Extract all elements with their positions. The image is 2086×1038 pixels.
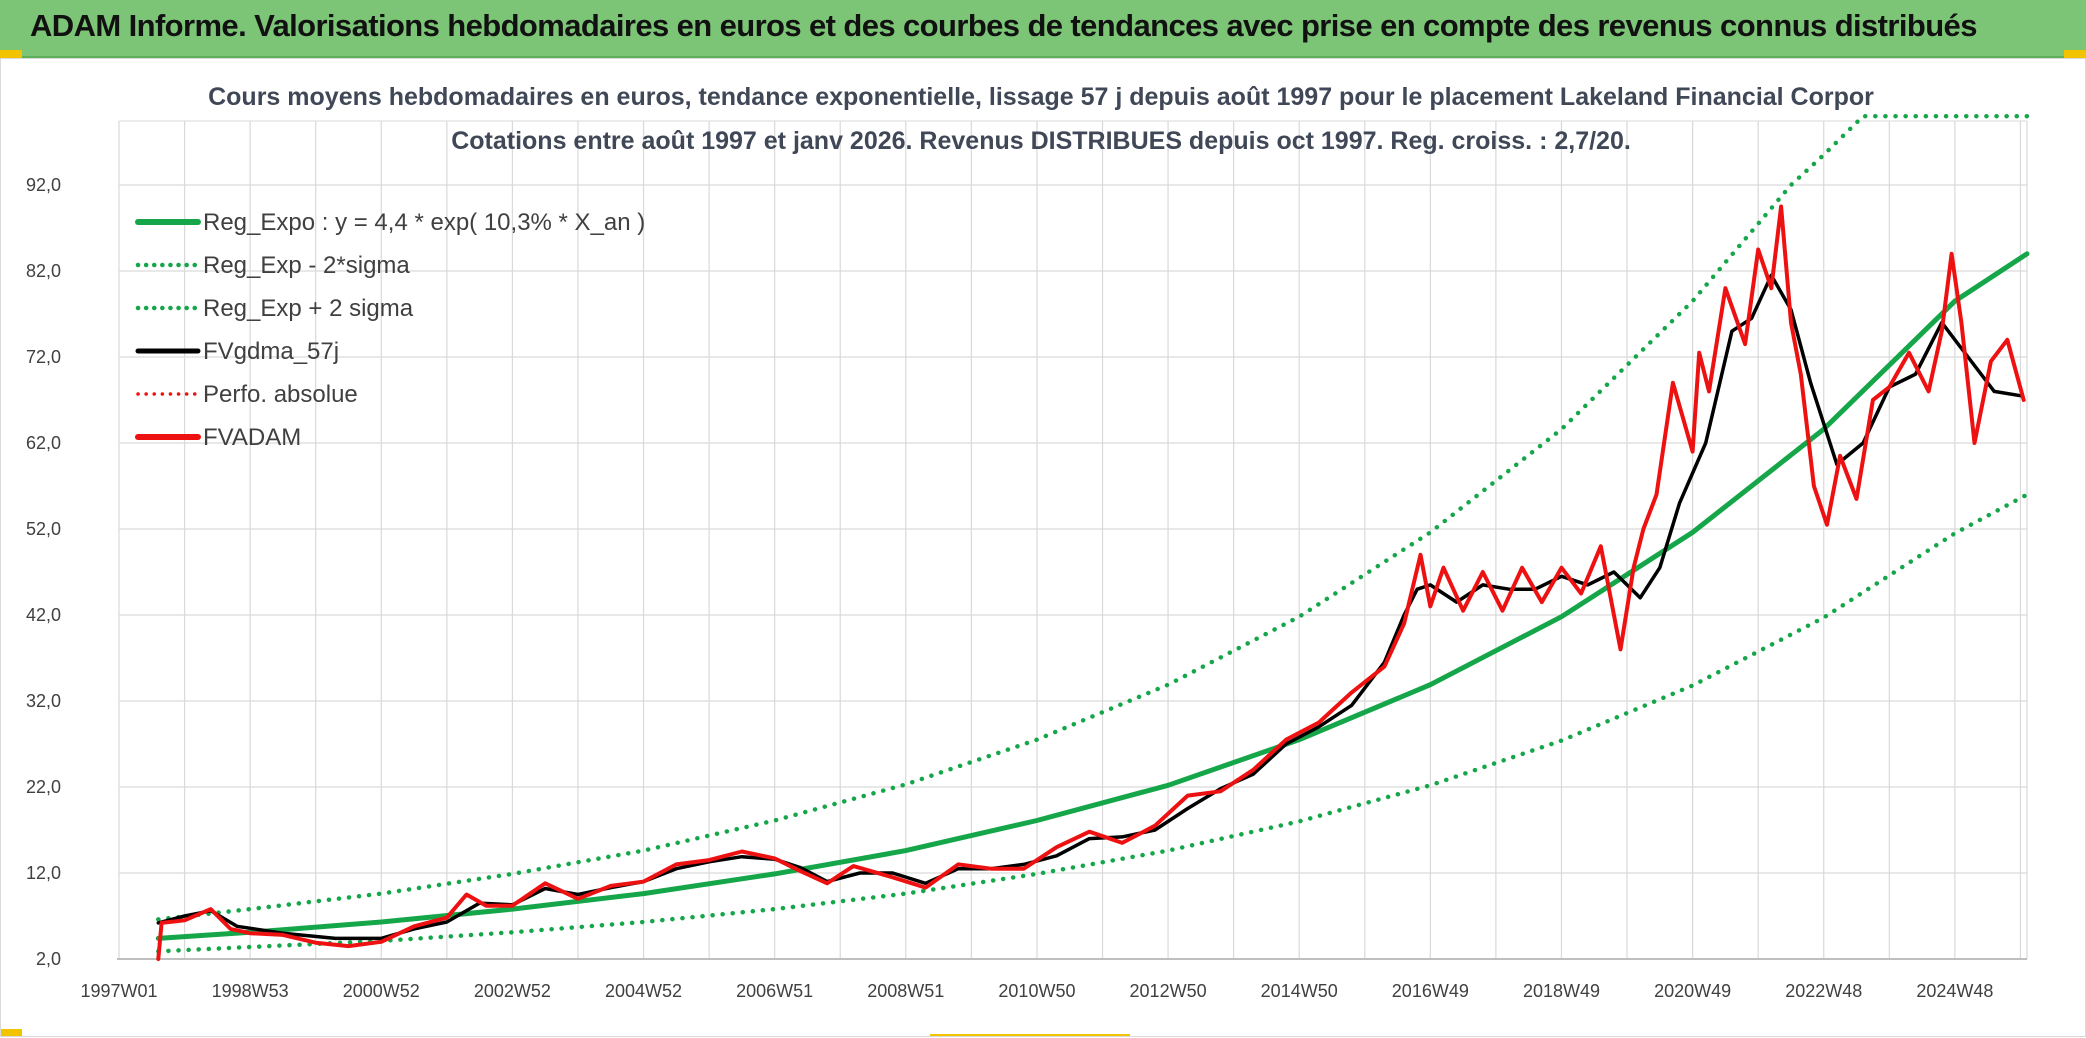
- x-tick-label: 2016W49: [1392, 981, 1469, 1001]
- chart-subtitle: Cotations entre août 1997 et janv 2026. …: [451, 127, 1631, 155]
- y-tick-label: 62,0: [26, 433, 61, 453]
- report-banner: ADAM Informe. Valorisations hebdomadaire…: [0, 0, 2086, 58]
- report-title: ADAM Informe. Valorisations hebdomadaire…: [30, 8, 1977, 43]
- y-tick-label: 42,0: [26, 605, 61, 625]
- legend-label: Reg_Exp - 2*sigma: [203, 252, 410, 279]
- y-tick-label: 22,0: [26, 777, 61, 797]
- series-line-fvadam: [156, 204, 2026, 961]
- chart-title: Cours moyens hebdomadaires en euros, ten…: [208, 83, 1874, 111]
- x-tick-label: 2018W49: [1523, 981, 1600, 1001]
- legend-label: Reg_Exp + 2 sigma: [203, 295, 414, 322]
- chart-legend: Reg_Expo : y = 4,4 * exp( 10,3% * X_an )…: [135, 209, 645, 451]
- legend-label: FVADAM: [203, 424, 301, 451]
- series-line-reg-exp-2-sigma: [156, 492, 2030, 954]
- series-line-fvgdma-57j: [156, 273, 2023, 941]
- corner-marker-bottom-left: [0, 1029, 22, 1037]
- legend-label: Reg_Expo : y = 4,4 * exp( 10,3% * X_an ): [203, 209, 645, 236]
- y-tick-label: 52,0: [26, 519, 61, 539]
- x-tick-label: 2010W50: [998, 981, 1075, 1001]
- x-tick-label: 2012W50: [1130, 981, 1207, 1001]
- price-chart: 2,0 12,0 22,0 32,0 42,0 52,0 62,0 72,0 82,0 92,0 1…: [26, 83, 2030, 1001]
- chart-grid: [117, 120, 2028, 960]
- x-tick-label: 2004W52: [605, 981, 682, 1001]
- x-tick-label: 2000W52: [343, 981, 420, 1001]
- axis-ticks: 2,0 12,0 22,0 32,0 42,0 52,0 62,0 72,0 82,0 92,0 1…: [26, 175, 1993, 1001]
- y-tick-label: 72,0: [26, 347, 61, 367]
- chart-area: 2,0 12,0 22,0 32,0 42,0 52,0 62,0 72,0 82,0 92,0 1…: [0, 58, 2086, 1037]
- x-tick-label: 1997W01: [80, 981, 157, 1001]
- y-tick-label: 32,0: [26, 691, 61, 711]
- chart-series: [155, 113, 2030, 961]
- corner-marker-left: [0, 50, 22, 58]
- y-tick-label: 82,0: [26, 261, 61, 281]
- x-tick-label: 2020W49: [1654, 981, 1731, 1001]
- y-tick-label: 92,0: [26, 175, 61, 195]
- x-tick-label: 2024W48: [1916, 981, 1993, 1001]
- legend-label: Perfo. absolue: [203, 381, 358, 408]
- x-tick-label: 2002W52: [474, 981, 551, 1001]
- x-tick-label: 2006W51: [736, 981, 813, 1001]
- x-tick-label: 2008W51: [867, 981, 944, 1001]
- x-tick-label: 2022W48: [1785, 981, 1862, 1001]
- y-tick-label: 2,0: [36, 949, 61, 969]
- corner-marker-right: [2064, 50, 2086, 58]
- legend-label: FVgdma_57j: [203, 338, 339, 365]
- x-tick-label: 2014W50: [1261, 981, 1338, 1001]
- series-line-reg-exp-2-sigma: [156, 113, 2030, 922]
- x-tick-label: 1998W53: [212, 981, 289, 1001]
- y-tick-label: 12,0: [26, 863, 61, 883]
- bottom-accent: [930, 1034, 1130, 1037]
